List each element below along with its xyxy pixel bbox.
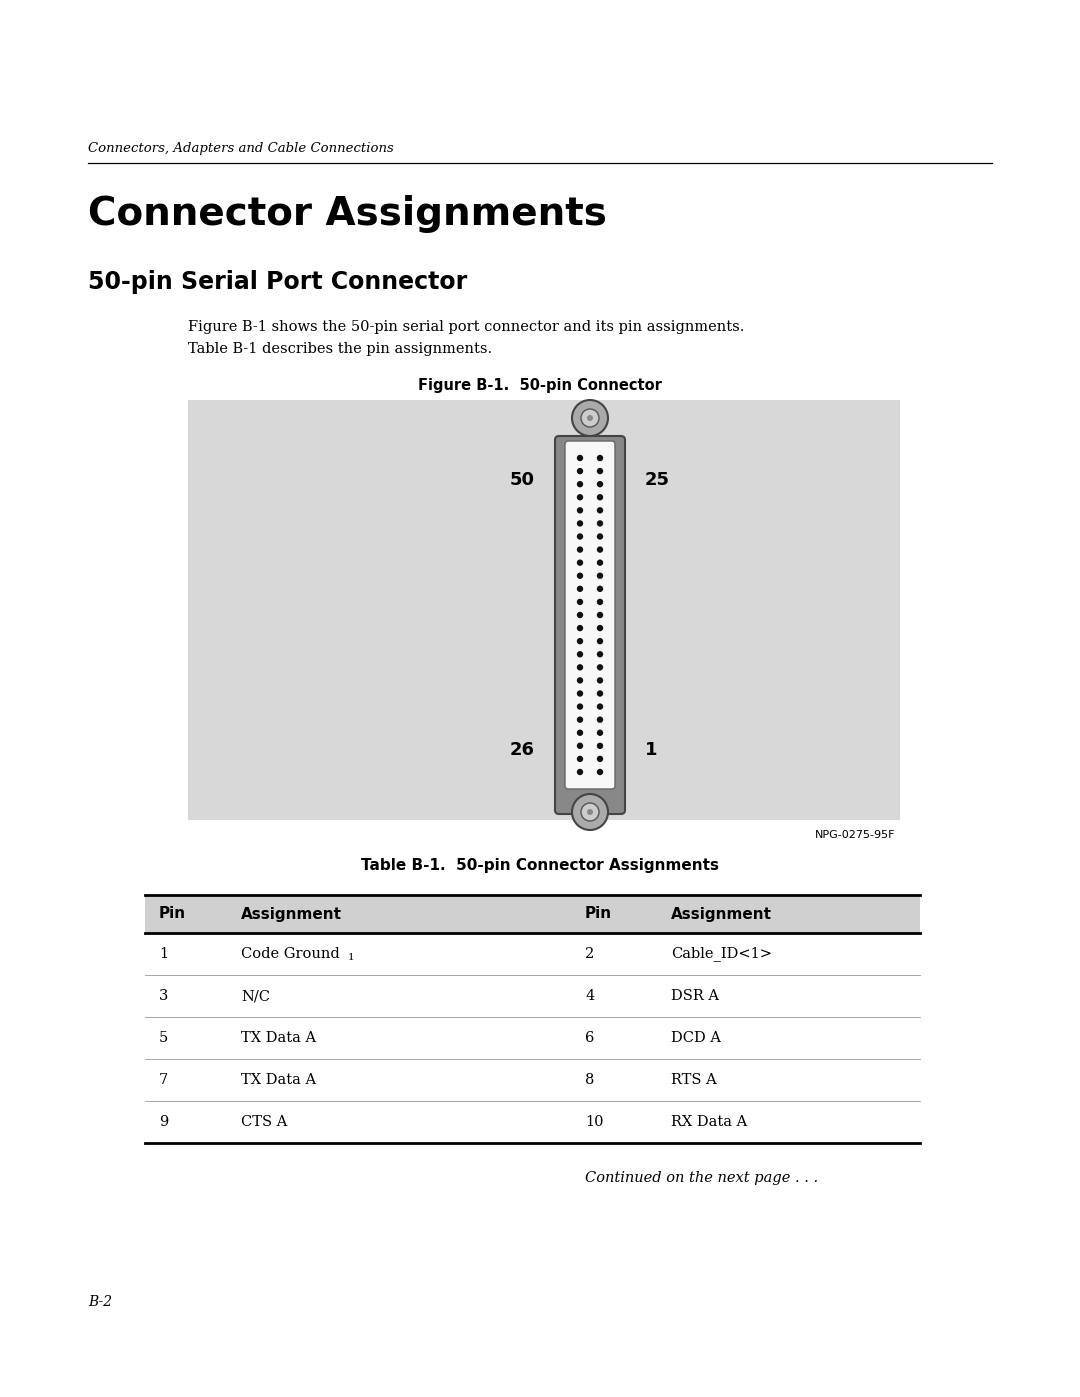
Circle shape bbox=[577, 743, 583, 749]
Circle shape bbox=[577, 768, 583, 775]
Circle shape bbox=[597, 729, 604, 736]
Circle shape bbox=[577, 664, 583, 671]
Circle shape bbox=[597, 703, 604, 710]
Circle shape bbox=[597, 468, 604, 475]
Circle shape bbox=[597, 546, 604, 553]
Circle shape bbox=[581, 803, 599, 821]
Circle shape bbox=[577, 599, 583, 605]
Circle shape bbox=[577, 481, 583, 488]
Circle shape bbox=[597, 651, 604, 658]
Circle shape bbox=[577, 507, 583, 514]
Circle shape bbox=[597, 638, 604, 644]
Circle shape bbox=[597, 507, 604, 514]
Text: DCD A: DCD A bbox=[671, 1031, 721, 1045]
Text: 50: 50 bbox=[510, 471, 535, 489]
Circle shape bbox=[597, 585, 604, 592]
Text: RTS A: RTS A bbox=[671, 1073, 717, 1087]
Circle shape bbox=[597, 612, 604, 619]
FancyBboxPatch shape bbox=[565, 441, 615, 789]
Circle shape bbox=[588, 809, 593, 814]
Text: B-2: B-2 bbox=[87, 1295, 112, 1309]
Bar bbox=[145, 895, 920, 933]
Circle shape bbox=[577, 756, 583, 763]
Text: Table B-1 describes the pin assignments.: Table B-1 describes the pin assignments. bbox=[188, 342, 492, 356]
Text: TX Data A: TX Data A bbox=[241, 1031, 316, 1045]
Text: 1: 1 bbox=[348, 953, 354, 963]
Text: CTS A: CTS A bbox=[241, 1115, 287, 1129]
Circle shape bbox=[577, 585, 583, 592]
Circle shape bbox=[577, 717, 583, 722]
Text: 6: 6 bbox=[585, 1031, 594, 1045]
FancyBboxPatch shape bbox=[555, 436, 625, 814]
Circle shape bbox=[572, 400, 608, 436]
Circle shape bbox=[597, 495, 604, 500]
Text: 3: 3 bbox=[159, 989, 168, 1003]
Text: 4: 4 bbox=[585, 989, 594, 1003]
Circle shape bbox=[581, 409, 599, 427]
Circle shape bbox=[597, 559, 604, 566]
Text: Pin: Pin bbox=[159, 907, 186, 922]
Text: 8: 8 bbox=[585, 1073, 594, 1087]
Text: 25: 25 bbox=[645, 471, 670, 489]
Text: 2: 2 bbox=[585, 947, 594, 961]
Circle shape bbox=[577, 690, 583, 697]
Text: 9: 9 bbox=[159, 1115, 168, 1129]
Text: Assignment: Assignment bbox=[241, 907, 342, 922]
Circle shape bbox=[597, 743, 604, 749]
Circle shape bbox=[597, 520, 604, 527]
Text: NPG-0275-95F: NPG-0275-95F bbox=[814, 830, 895, 840]
Text: Figure B-1 shows the 50-pin serial port connector and its pin assignments.: Figure B-1 shows the 50-pin serial port … bbox=[188, 320, 744, 334]
Circle shape bbox=[597, 455, 604, 461]
Text: 5: 5 bbox=[159, 1031, 168, 1045]
Circle shape bbox=[577, 559, 583, 566]
Circle shape bbox=[588, 415, 593, 420]
Text: TX Data A: TX Data A bbox=[241, 1073, 316, 1087]
Text: 7: 7 bbox=[159, 1073, 168, 1087]
Circle shape bbox=[577, 534, 583, 539]
Circle shape bbox=[577, 468, 583, 475]
Circle shape bbox=[597, 664, 604, 671]
Circle shape bbox=[577, 546, 583, 553]
Circle shape bbox=[597, 756, 604, 763]
Circle shape bbox=[577, 520, 583, 527]
Circle shape bbox=[577, 678, 583, 683]
Text: DSR A: DSR A bbox=[671, 989, 719, 1003]
Bar bbox=[188, 400, 900, 820]
Circle shape bbox=[577, 573, 583, 578]
Text: Connector Assignments: Connector Assignments bbox=[87, 196, 607, 233]
Circle shape bbox=[597, 599, 604, 605]
Text: 26: 26 bbox=[510, 740, 535, 759]
Text: Connectors, Adapters and Cable Connections: Connectors, Adapters and Cable Connectio… bbox=[87, 142, 394, 155]
Text: Assignment: Assignment bbox=[671, 907, 772, 922]
Circle shape bbox=[597, 624, 604, 631]
Text: N/C: N/C bbox=[241, 989, 270, 1003]
Text: Figure B-1.  50-pin Connector: Figure B-1. 50-pin Connector bbox=[418, 379, 662, 393]
Circle shape bbox=[597, 768, 604, 775]
Text: RX Data A: RX Data A bbox=[671, 1115, 747, 1129]
Circle shape bbox=[577, 495, 583, 500]
Circle shape bbox=[597, 481, 604, 488]
Text: 1: 1 bbox=[159, 947, 168, 961]
Text: Table B-1.  50-pin Connector Assignments: Table B-1. 50-pin Connector Assignments bbox=[361, 858, 719, 873]
Text: Code Ground: Code Ground bbox=[241, 947, 340, 961]
Text: Pin: Pin bbox=[585, 907, 612, 922]
Circle shape bbox=[597, 573, 604, 578]
Text: Continued on the next page . . .: Continued on the next page . . . bbox=[585, 1171, 819, 1185]
Circle shape bbox=[597, 690, 604, 697]
Circle shape bbox=[577, 638, 583, 644]
Circle shape bbox=[597, 534, 604, 539]
Circle shape bbox=[577, 612, 583, 619]
Circle shape bbox=[577, 651, 583, 658]
Circle shape bbox=[597, 717, 604, 722]
Circle shape bbox=[572, 793, 608, 830]
Circle shape bbox=[577, 624, 583, 631]
Text: 50-pin Serial Port Connector: 50-pin Serial Port Connector bbox=[87, 270, 468, 293]
Text: Cable_ID<1>: Cable_ID<1> bbox=[671, 947, 772, 961]
Circle shape bbox=[597, 678, 604, 683]
Circle shape bbox=[577, 729, 583, 736]
Circle shape bbox=[577, 455, 583, 461]
Text: 1: 1 bbox=[645, 740, 658, 759]
Text: 10: 10 bbox=[585, 1115, 604, 1129]
Circle shape bbox=[577, 703, 583, 710]
